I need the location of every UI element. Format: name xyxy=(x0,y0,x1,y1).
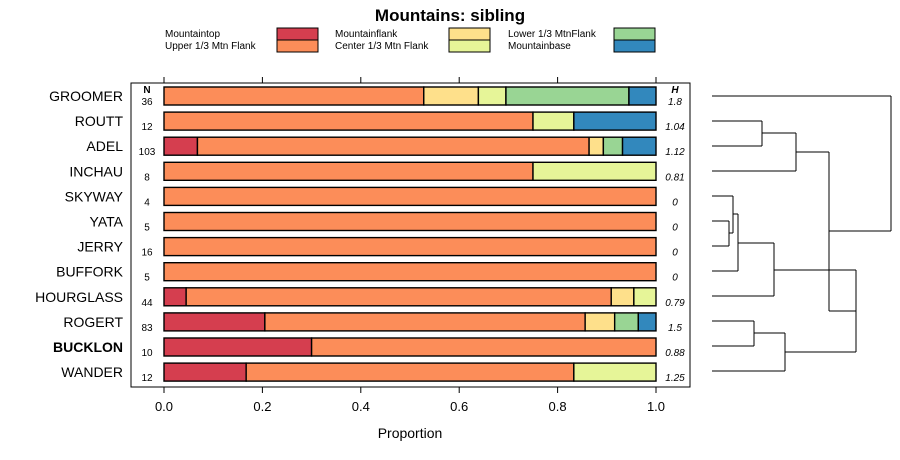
bar-rows: GROOMER 36 1.8 ROUTT 12 1.04 ADEL 103 1.12 INCHAU… xyxy=(35,86,685,384)
bar-segment xyxy=(163,111,534,131)
h-value: 1.5 xyxy=(668,323,682,334)
row-label: HOURGLASS xyxy=(35,289,123,305)
row-label: SKYWAY xyxy=(65,188,124,204)
bar-segment xyxy=(163,211,657,232)
bar-segment xyxy=(163,312,266,332)
bar-segment xyxy=(621,136,657,156)
x-tick-label: 1.0 xyxy=(647,399,665,414)
row-label: WANDER xyxy=(61,364,123,380)
legend-swatch xyxy=(448,27,491,41)
chart-title: Mountains: sibling xyxy=(375,6,525,25)
x-tick-label: 0.6 xyxy=(450,399,468,414)
n-value: 44 xyxy=(141,298,153,309)
n-value: 36 xyxy=(141,97,153,108)
n-value: 8 xyxy=(144,172,150,183)
bar-segment xyxy=(613,312,639,332)
legend-swatch xyxy=(276,39,319,53)
row-label: BUFFORK xyxy=(56,264,124,280)
row-label: YATA xyxy=(90,214,124,230)
bar-segment xyxy=(633,287,657,307)
bar-segment xyxy=(163,161,534,182)
bar-segment xyxy=(637,312,657,332)
n-value: 12 xyxy=(141,373,153,384)
bar-segment xyxy=(163,236,657,257)
bar-segment xyxy=(163,262,657,282)
h-value: 1.04 xyxy=(665,122,685,133)
legend-label: Lower 1/3 MtnFlank xyxy=(508,29,597,40)
x-tick-label: 0.4 xyxy=(352,399,370,414)
legend-swatch xyxy=(613,39,656,53)
h-value: 0 xyxy=(672,223,678,234)
row-label: GROOMER xyxy=(49,88,123,104)
bar-segment xyxy=(196,136,590,156)
h-value: 0 xyxy=(672,273,678,284)
n-value: 5 xyxy=(144,273,150,284)
bar-segment xyxy=(505,86,630,106)
bar-segment xyxy=(588,136,605,156)
n-value: 4 xyxy=(144,197,150,208)
bar-segment xyxy=(610,287,635,307)
bar-segment xyxy=(163,86,425,106)
row-label: BUCKLON xyxy=(53,339,123,355)
n-value: 5 xyxy=(144,223,150,234)
x-tick-label: 0.2 xyxy=(253,399,271,414)
bar-segment xyxy=(532,111,575,131)
plot-frame xyxy=(130,82,691,388)
h-value: 0.79 xyxy=(665,298,685,309)
h-column-header: H xyxy=(671,85,679,96)
row-label: JERRY xyxy=(77,239,123,255)
row-label: ROGERT xyxy=(63,314,123,330)
legend-label: Mountainflank xyxy=(335,29,398,40)
h-value: 0 xyxy=(672,197,678,208)
bar-segment xyxy=(477,86,507,106)
bar-segment xyxy=(532,161,657,182)
bar-segment xyxy=(163,362,247,382)
legend-swatch xyxy=(613,27,656,41)
dendrogram xyxy=(712,95,892,372)
bar-segment xyxy=(264,312,586,332)
bar-segment xyxy=(245,362,575,382)
bar-segment xyxy=(310,337,657,357)
legend-swatch xyxy=(276,27,319,41)
bar-segment xyxy=(573,362,657,382)
row-label: ADEL xyxy=(86,138,123,154)
x-axis-label: Proportion xyxy=(378,425,443,441)
h-value: 1.8 xyxy=(668,97,682,108)
row-label: INCHAU xyxy=(69,163,123,179)
bar-segment xyxy=(602,136,624,156)
n-column-header: N xyxy=(143,85,150,96)
h-value: 0.81 xyxy=(665,172,684,183)
bar-segment xyxy=(163,186,657,207)
h-value: 1.25 xyxy=(665,373,685,384)
x-tick-label: 0.0 xyxy=(155,399,173,414)
n-value: 16 xyxy=(141,248,153,259)
bar-segment xyxy=(584,312,616,332)
bar-segment xyxy=(185,287,612,307)
legend-swatch xyxy=(448,39,491,53)
legend-label: Mountainbase xyxy=(508,41,571,52)
row-label: ROUTT xyxy=(75,113,124,129)
n-value: 103 xyxy=(139,147,156,158)
bar-segment xyxy=(163,337,313,357)
x-axis: 0.0 0.2 0.4 0.6 0.8 1.0 xyxy=(155,77,665,414)
legend-label: Mountaintop xyxy=(165,29,220,40)
x-tick-label: 0.8 xyxy=(549,399,567,414)
bar-segment xyxy=(573,111,657,131)
bar-segment xyxy=(163,287,187,307)
legend-label: Center 1/3 Mtn Flank xyxy=(335,41,429,52)
h-value: 1.12 xyxy=(665,147,685,158)
bar-segment xyxy=(628,86,657,106)
h-value: 0 xyxy=(672,248,678,259)
bar-segment xyxy=(163,136,199,156)
n-value: 12 xyxy=(141,122,153,133)
n-value: 10 xyxy=(141,348,153,359)
n-value: 83 xyxy=(141,323,153,334)
h-value: 0.88 xyxy=(665,348,685,359)
bar-segment xyxy=(423,86,480,106)
legend-label: Upper 1/3 Mtn Flank xyxy=(165,41,257,52)
